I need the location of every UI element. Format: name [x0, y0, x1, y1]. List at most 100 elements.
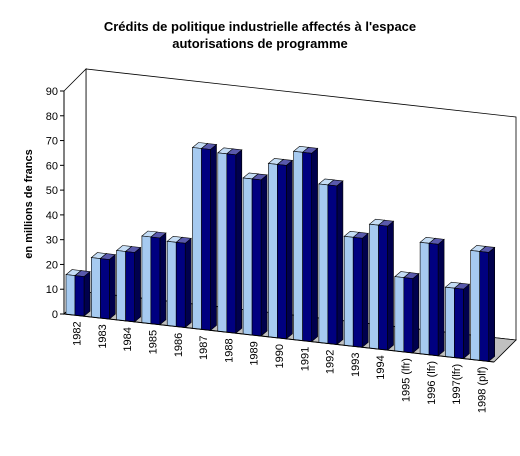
bar-front [277, 164, 287, 340]
bar-front [369, 223, 379, 350]
bar-side [83, 270, 91, 317]
bar-front [150, 236, 161, 326]
bar-side [488, 246, 496, 363]
bar-front [352, 236, 363, 348]
x-tick-label: 1989 [249, 341, 261, 365]
x-tick-label: 1984 [122, 327, 134, 351]
x-tick-label: 1992 [325, 350, 337, 374]
bar-side [184, 237, 192, 329]
bar-front [445, 286, 455, 358]
bar-front [116, 250, 126, 322]
bar-front [394, 276, 405, 353]
bar-front [217, 152, 228, 333]
y-tick-label: 40 [46, 210, 58, 222]
bar-front [175, 241, 186, 328]
bar-front [454, 287, 464, 359]
bar-front [251, 178, 262, 337]
y-tick-label: 50 [46, 185, 58, 197]
bar-front [65, 274, 76, 316]
bar-side [336, 180, 344, 346]
bar-front [318, 183, 329, 344]
bar-side [311, 147, 318, 343]
bar-front [378, 224, 388, 351]
x-tick-label: 1997(lfr) [451, 364, 463, 405]
bar-1984-series-2 [124, 246, 142, 323]
bar-1993-series-2 [352, 231, 369, 348]
bar-1998 (plf)-series-2 [478, 246, 496, 363]
y-tick-label: 80 [46, 111, 58, 123]
y-tick-label: 60 [46, 160, 58, 172]
y-tick-label: 90 [46, 86, 58, 98]
bar-front [201, 148, 211, 331]
chart-title-line-2: autorisations de programme [172, 36, 348, 51]
x-tick-label: 1987 [198, 336, 210, 360]
y-tick-label: 20 [46, 259, 58, 271]
bar-front [470, 250, 481, 361]
bar-front [428, 242, 439, 357]
y-tick-label: 0 [52, 309, 58, 321]
bars [65, 142, 496, 363]
bar-side [109, 253, 116, 320]
x-tick-label: 1990 [274, 344, 286, 368]
chart-title: Crédits de politique industrielle affect… [0, 18, 520, 52]
bar-front [479, 251, 490, 362]
y-tick-label: 70 [46, 136, 58, 148]
bar-front [192, 147, 202, 330]
x-tick-label: 1986 [173, 333, 185, 357]
y-axis: 0 10 20 30 40 50 60 70 80 90 [46, 86, 65, 321]
x-tick-label: 1994 [375, 355, 387, 379]
bar-front [141, 235, 152, 325]
bar-1988-series-2 [226, 148, 243, 334]
bar-front [403, 277, 414, 354]
bar-front [327, 184, 338, 345]
bar-1991-series-2 [301, 146, 319, 343]
bar-side [286, 159, 293, 340]
bar-front [242, 177, 253, 336]
bar-side [210, 143, 217, 332]
x-tick-label: 1988 [223, 338, 235, 362]
bar-side [412, 272, 420, 354]
bar-side [134, 246, 141, 323]
x-axis-line [63, 313, 495, 363]
bar-front [302, 151, 312, 342]
bar-side [260, 174, 268, 337]
bar-1989-series-2 [251, 173, 268, 337]
bar-1982-series-2 [74, 270, 91, 317]
bar-1987-series-2 [200, 143, 218, 332]
bar-1996 (lfr)-series-2 [428, 237, 445, 357]
bar-side [437, 238, 445, 357]
x-tick-label: 1995 (lfr) [401, 358, 413, 402]
bar-front [74, 275, 85, 317]
bar-front [293, 150, 303, 341]
bar-front [166, 240, 177, 327]
y-tick-label: 30 [46, 235, 58, 247]
bar-front [91, 257, 101, 319]
bar-front [100, 258, 110, 320]
bar-1983-series-2 [99, 253, 117, 320]
bar-1995 (lfr)-series-2 [403, 272, 420, 354]
x-tick-label: 1982 [72, 321, 84, 345]
bar-front [419, 241, 430, 356]
bar-front [125, 251, 135, 323]
chart-title-line-1: Crédits de politique industrielle affect… [103, 19, 417, 34]
x-axis: 1982 1983 1984 1985 1986 1987 1988 1989 1990 1991… [63, 313, 495, 413]
bar-front [268, 163, 278, 339]
bar-side [463, 283, 470, 360]
bar-front [226, 153, 237, 334]
bar-1994-series-2 [377, 219, 395, 351]
bar-side [361, 232, 369, 348]
bar-1997(lfr)-series-2 [453, 282, 471, 360]
x-tick-label: 1991 [299, 347, 311, 371]
bar-1992-series-2 [327, 179, 344, 346]
bar-side [235, 149, 243, 334]
x-tick-label: 1983 [97, 324, 109, 348]
x-tick-label: 1993 [350, 353, 362, 377]
bar-front [343, 235, 354, 347]
bar-1985-series-2 [150, 231, 167, 326]
x-tick-label: 1985 [148, 330, 160, 354]
bar-1990-series-2 [276, 159, 294, 340]
x-tick-label: 1996 (lfr) [426, 361, 438, 405]
x-tick-label: 1998 (plf) [476, 367, 488, 413]
bar-side [159, 232, 167, 326]
y-axis-label: en millions de francs [23, 149, 35, 258]
